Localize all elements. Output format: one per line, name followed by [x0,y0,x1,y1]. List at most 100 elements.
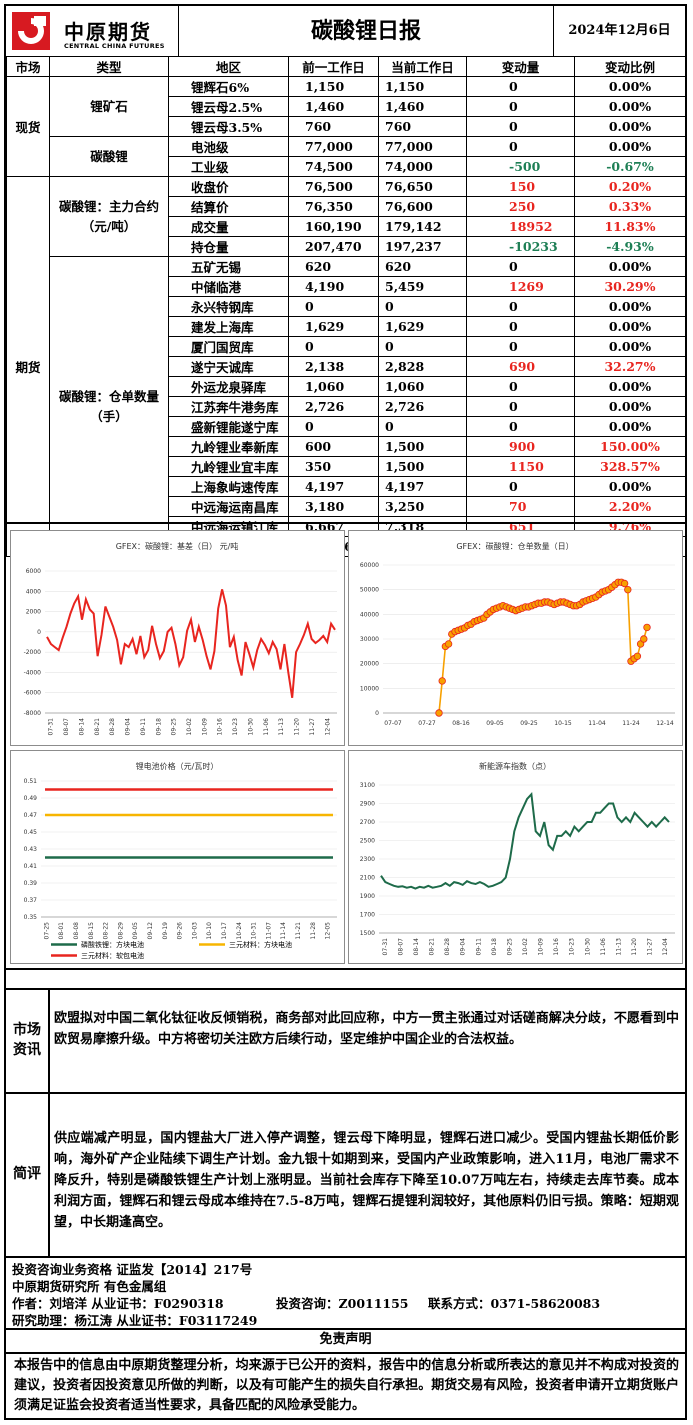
change-cell: -500 [466,156,575,177]
x-tick-label: 08-21 [429,938,436,956]
x-tick-label: 11-14 [280,922,287,940]
comment-text: 供应端减产明显，国内锂盐大厂进入停产调整，锂云母下降明显，锂辉石进口减少。受国内… [54,1131,679,1230]
change-cell: 0 [466,76,575,97]
prev-value-cell: 0 [288,336,379,357]
change-pct-cell: 0.33% [574,196,685,217]
x-tick-label: 11-27 [309,718,316,736]
disclaimer-title: 免责声明 [6,1328,685,1354]
curr-value-cell: 197,237 [378,236,467,257]
x-tick-label: 08-14 [78,718,85,736]
x-tick-label: 11-20 [631,938,638,956]
x-tick-label: 09-25 [520,720,538,727]
curr-value-cell: 1,060 [378,376,467,397]
change-pct-cell: 0.00% [574,336,685,357]
y-tick-label: 2300 [360,856,375,863]
prev-value-cell: 4,190 [288,276,379,297]
x-tick-label: 10-03 [191,922,198,940]
x-tick-label: 07-31 [382,938,389,956]
prev-value-cell: 1,629 [288,316,379,337]
change-pct-cell: 0.20% [574,176,685,197]
x-tick-label: 12-04 [662,938,669,956]
prev-value-cell: 2,726 [288,396,379,417]
x-tick-label: 09-25 [171,718,178,736]
curr-value-cell: 620 [378,256,467,277]
prev-value-cell: 0 [288,416,379,437]
x-tick-label: 11-27 [647,938,654,956]
change-pct-cell: 0.00% [574,316,685,337]
table-row: 碳酸锂 电池级 77,000 77,000 0 0.00% [7,136,685,177]
change-cell: 1269 [466,276,575,297]
logo-english-name: CENTRAL CHINA FUTURES [64,42,165,50]
legend-label: 三元材料：软包电池 [81,951,144,960]
x-tick-label: 08-29 [117,922,124,940]
y-tick-label: 1500 [360,930,375,937]
news-section: 市场资讯 欧盟拟对中国二氧化钛征收反倾销税，商务部对此回应称，中方一贯主张通过对… [6,988,685,1094]
curr-value-cell: 179,142 [378,216,467,237]
x-tick-label: 10-16 [553,938,560,956]
region-cell: 外运龙泉驿库 [168,376,289,397]
change-pct-cell: 150.00% [574,436,685,457]
prev-value-cell: 2,138 [288,356,379,377]
news-label: 市场资讯 [6,988,50,1092]
region-cell: 江苏奔牛港务库 [168,396,289,417]
x-tick-label: 09-04 [460,938,467,956]
x-tick-label: 09-12 [147,922,154,940]
y-tick-label: 0.41 [24,863,38,870]
change-pct-cell: 0.00% [574,396,685,417]
curr-value-cell: 77,000 [378,136,467,157]
y-tick-label: 0.47 [24,812,38,819]
change-cell: 18952 [466,216,575,237]
change-cell: 0 [466,416,575,437]
x-tick-label: 11-07 [265,922,272,940]
change-pct-cell: -4.93% [574,236,685,257]
warrant-data-point [435,709,443,717]
region-cell: 工业级 [168,156,289,177]
y-tick-label: 2000 [26,609,41,616]
nev-index-chart-svg: 新能源车指数（点） 1500 1700 1900 2100 2300 2500 2700 290… [360,761,675,956]
x-tick-label: 08-15 [88,922,95,940]
region-cell: 锂云母3.5% [168,116,289,137]
change-pct-cell: 30.29% [574,276,685,297]
change-cell: 0 [466,316,575,337]
report-date: 2024年12月6日 [568,23,671,38]
change-pct-cell: 11.83% [574,216,685,237]
table-row: 碳酸锂：仓单数量（手） 五矿无锡 620 620 0 0.00% [7,256,685,557]
y-tick-label: 0.43 [24,846,38,853]
x-tick-label: 11-06 [600,938,607,956]
table-row: 期货 碳酸锂：主力合约（元/吨） 收盘价 76,500 76,650 150 0.20% [6,176,685,557]
x-tick-label: 09-25 [506,938,513,956]
curr-value-cell: 0 [378,416,467,437]
x-tick-label: 09-18 [155,718,162,736]
table-row: 结算价 76,350 76,600 250 0.33% [7,196,685,217]
table-row: 九岭锂业宜丰库 350 1,500 1150 328.57% [7,456,685,477]
y-tick-label: 2900 [360,801,375,808]
warrant-data-point [640,635,648,643]
header-cell: 前一工作日 [288,56,379,77]
prev-value-cell: 77,000 [288,136,379,157]
x-tick-label: 09-04 [125,718,132,736]
disclaimer-text: 本报告中的信息由中原期货整理分析，均来源于已公开的资料，报告中的信息分析或所表达… [14,1358,679,1413]
prev-value-cell: 1,150 [288,76,379,97]
logo-mark-icon [12,12,50,50]
x-tick-label: 10-10 [206,922,213,940]
type-cell: 锂矿石 [49,76,169,137]
change-cell: 0 [466,96,575,117]
curr-value-cell: 0 [378,336,467,357]
change-pct-cell: 0.00% [574,296,685,317]
x-tick-label: 08-01 [58,922,65,940]
change-cell: 150 [466,176,575,197]
type-cell: 碳酸锂：主力合约（元/吨） [49,176,169,257]
change-pct-cell: 0.00% [574,136,685,157]
price-table-body: 市场 类型 地区 前一工作日 当前工作日 变动量 变动比例 现货 锂矿石 锂辉石6%… [6,56,685,557]
x-tick-label: 10-16 [217,718,224,736]
x-tick-label: 09-11 [140,718,147,736]
x-tick-label: 10-23 [232,718,239,736]
y-tick-label: 4000 [26,588,41,595]
y-tick-label: -2000 [24,649,42,656]
curr-value-cell: 4,197 [378,476,467,497]
table-row: 工业级 74,500 74,000 -500 -0.67% [7,156,685,177]
table-row: 建发上海库 1,629 1,629 0 0.00% [7,316,685,337]
change-pct-cell: 32.27% [574,356,685,377]
region-cell: 成交量 [168,216,289,237]
nev-index-series-line [380,792,670,890]
